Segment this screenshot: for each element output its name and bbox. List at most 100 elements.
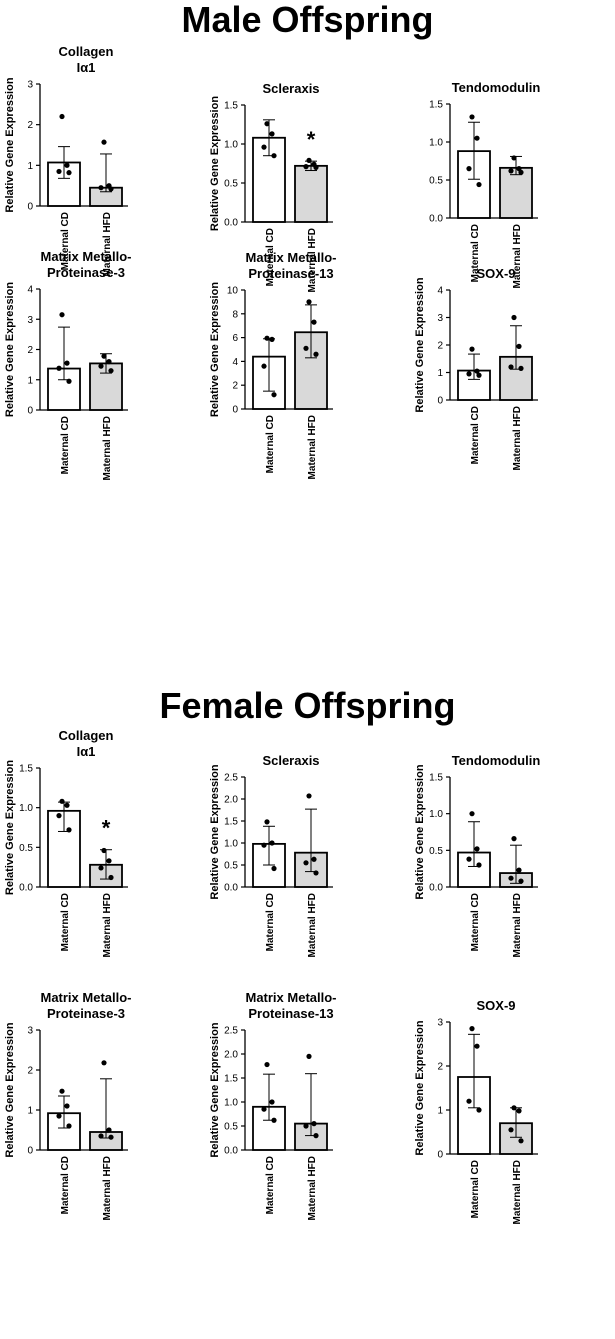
chart-title: Scleraxis xyxy=(262,753,319,768)
data-point xyxy=(474,846,480,852)
data-point xyxy=(466,856,472,862)
data-point xyxy=(518,1138,524,1144)
data-point xyxy=(261,363,267,369)
x-tick-label: Maternal HFD xyxy=(102,1156,113,1220)
chart-title: Iα1 xyxy=(77,60,96,75)
data-point xyxy=(271,392,277,398)
data-point xyxy=(271,865,277,872)
chart-title: Collagen xyxy=(59,728,114,743)
data-point xyxy=(469,811,475,817)
y-tick-label: 4 xyxy=(437,286,443,297)
data-point xyxy=(64,1103,70,1109)
y-tick-label: 0.5 xyxy=(224,179,238,190)
y-tick-label: 2.0 xyxy=(224,1050,238,1061)
data-point xyxy=(306,1053,312,1059)
data-point xyxy=(101,353,107,359)
data-point xyxy=(269,840,275,846)
data-point xyxy=(98,865,104,871)
data-point xyxy=(511,836,517,842)
y-tick-label: 0 xyxy=(437,396,443,407)
y-tick-label: 0 xyxy=(27,406,33,417)
section-title-male: Male Offspring xyxy=(181,0,434,40)
data-point xyxy=(106,359,112,365)
data-point xyxy=(469,114,475,120)
y-axis-label: Relative Gene Expression xyxy=(414,277,426,412)
data-point xyxy=(269,131,275,137)
chart-title: Iα1 xyxy=(77,744,96,759)
bar xyxy=(499,166,533,219)
bar xyxy=(294,164,328,223)
y-tick-label: 0 xyxy=(437,1150,443,1161)
data-point xyxy=(511,314,517,321)
chart-title: Matrix Metallo- xyxy=(245,250,336,265)
x-tick-label: Maternal HFD xyxy=(512,893,523,957)
data-point xyxy=(508,1127,514,1133)
data-point xyxy=(303,860,309,866)
data-point xyxy=(476,862,482,868)
y-tick-label: 0.0 xyxy=(224,218,238,229)
x-tick-label: Maternal CD xyxy=(265,1156,276,1214)
y-tick-label: 1 xyxy=(27,1106,33,1117)
chart-title: Proteinase-13 xyxy=(248,1006,333,1021)
x-tick-label: Maternal CD xyxy=(60,1156,71,1214)
chart-title: Tendomodulin xyxy=(452,753,541,768)
data-point xyxy=(56,168,62,175)
data-point xyxy=(98,185,104,191)
data-point xyxy=(508,875,514,881)
y-axis-label: Relative Gene Expression xyxy=(414,1020,426,1155)
y-tick-label: 1.5 xyxy=(19,764,33,775)
data-point xyxy=(303,164,309,170)
data-point xyxy=(269,336,275,342)
data-point xyxy=(106,858,112,864)
bar xyxy=(252,136,286,223)
significance-marker: * xyxy=(307,127,316,152)
y-tick-label: 10 xyxy=(227,286,239,297)
y-tick-label: 1.5 xyxy=(429,773,443,784)
data-point xyxy=(108,874,114,881)
data-point xyxy=(261,1106,267,1112)
data-point xyxy=(59,798,65,804)
data-point xyxy=(66,827,72,833)
y-tick-label: 2 xyxy=(232,381,238,392)
y-axis-label: Relative Gene Expression xyxy=(209,764,221,899)
section-title-female: Female Offspring xyxy=(159,685,456,726)
x-tick-label: Maternal HFD xyxy=(307,893,318,957)
data-point xyxy=(59,1088,65,1094)
data-point xyxy=(303,1123,309,1129)
y-tick-label: 2 xyxy=(437,341,443,352)
data-point xyxy=(264,1061,270,1068)
chart-panel: Matrix Metallo-Proteinase-3 0 1 2 3 Relative … xyxy=(4,990,132,1220)
x-tick-label: Maternal HFD xyxy=(512,1160,523,1224)
y-axis-label: Relative Gene Expression xyxy=(4,1022,16,1157)
data-point xyxy=(64,802,70,808)
y-tick-label: 0.5 xyxy=(224,861,238,872)
data-point xyxy=(108,368,114,374)
data-point xyxy=(516,867,522,873)
chart-panel: Matrix Metallo-Proteinase-3 0 1 2 3 4 Relative… xyxy=(4,249,132,480)
chart-panel: Matrix Metallo-Proteinase-13 0.0 0.5 1.0 1.5… xyxy=(209,990,337,1220)
data-point xyxy=(516,1108,522,1114)
data-point xyxy=(306,299,312,305)
x-tick-label: Maternal HFD xyxy=(307,1156,318,1220)
chart-panel: Tendomodulin 0.0 0.5 1.0 1.5 Maternal CD Mater… xyxy=(429,80,540,288)
y-tick-label: 0 xyxy=(27,202,33,213)
y-tick-label: 1 xyxy=(437,368,443,379)
y-tick-label: 4 xyxy=(232,357,238,368)
chart-title: SOX-9 xyxy=(476,998,515,1013)
y-axis-label: Relative Gene Expression xyxy=(4,282,16,417)
y-tick-label: 1.0 xyxy=(429,138,443,149)
x-tick-label: Maternal HFD xyxy=(102,893,113,957)
data-point xyxy=(311,856,317,862)
x-tick-label: Maternal HFD xyxy=(307,415,318,479)
y-axis-label: Relative Gene Expression xyxy=(209,96,221,231)
y-tick-label: 1.0 xyxy=(224,1098,238,1109)
data-point xyxy=(106,1127,112,1133)
y-tick-label: 2 xyxy=(27,120,33,131)
x-tick-label: Maternal CD xyxy=(265,415,276,473)
y-tick-label: 0.0 xyxy=(224,883,238,894)
y-tick-label: 0 xyxy=(232,405,238,416)
y-tick-label: 8 xyxy=(232,309,238,320)
y-tick-label: 1.0 xyxy=(429,809,443,820)
data-point xyxy=(469,1026,475,1032)
